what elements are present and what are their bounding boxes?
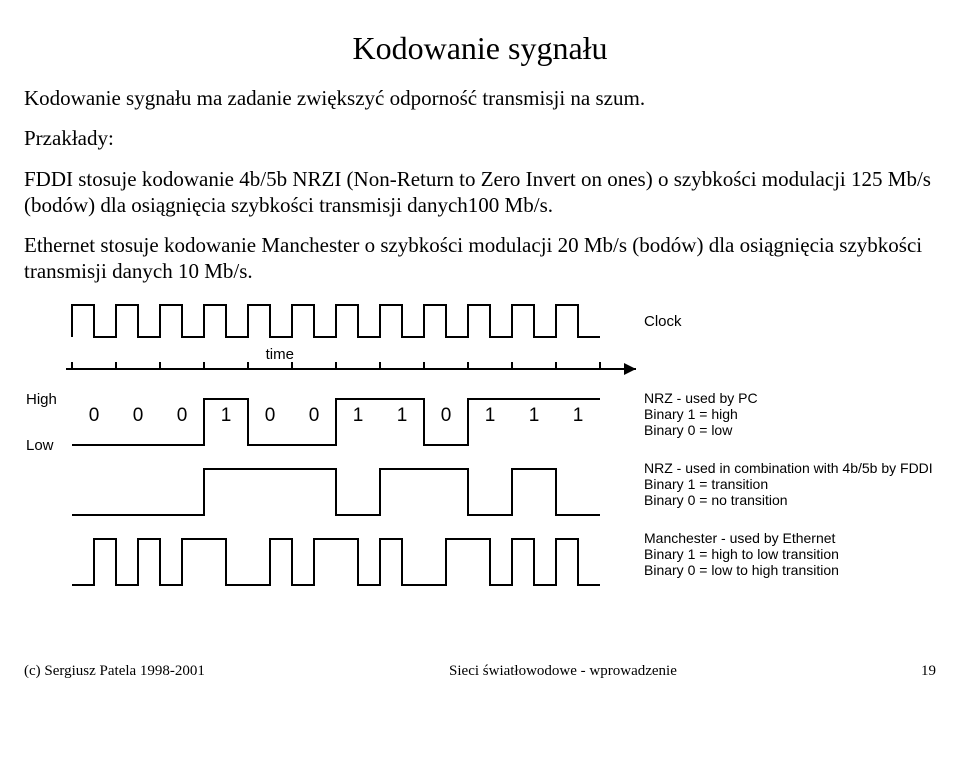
svg-text:time: time	[266, 346, 294, 363]
svg-text:Low: Low	[26, 437, 54, 454]
svg-text:Binary 0 = low: Binary 0 = low	[644, 422, 733, 438]
svg-text:1: 1	[353, 405, 364, 426]
footer-right: 19	[921, 663, 936, 680]
svg-text:0: 0	[441, 405, 452, 426]
page-title: Kodowanie sygnału	[24, 30, 936, 67]
svg-text:Binary 1 = high to low transit: Binary 1 = high to low transition	[644, 546, 839, 562]
svg-text:Binary 0 = low to high transit: Binary 0 = low to high transition	[644, 562, 839, 578]
svg-text:1: 1	[573, 405, 584, 426]
paragraph-2: Przakłady:	[24, 125, 936, 151]
svg-text:1: 1	[221, 405, 232, 426]
paragraph-3: FDDI stosuje kodowanie 4b/5b NRZI (Non-R…	[24, 166, 936, 219]
svg-text:1: 1	[529, 405, 540, 426]
paragraph-1: Kodowanie sygnału ma zadanie zwiększyć o…	[24, 85, 936, 111]
svg-text:Binary 0 = no transition: Binary 0 = no transition	[644, 492, 788, 508]
svg-text:0: 0	[133, 405, 144, 426]
signal-diagram: Clock time 0 0 0 1 0 0 1 1 0 1 1 1 High Low NRZ - used b…	[24, 299, 936, 629]
svg-text:0: 0	[177, 405, 188, 426]
paragraph-4: Ethernet stosuje kodowanie Manchester o …	[24, 232, 936, 285]
svg-text:Binary 1 = high: Binary 1 = high	[644, 406, 738, 422]
svg-text:Clock: Clock	[644, 313, 682, 330]
svg-text:0: 0	[89, 405, 100, 426]
svg-text:0: 0	[309, 405, 320, 426]
footer-left: (c) Sergiusz Patela 1998-2001	[24, 663, 205, 680]
svg-text:NRZ - used in combination with: NRZ - used in combination with 4b/5b by …	[644, 460, 933, 476]
svg-text:1: 1	[485, 405, 496, 426]
svg-text:0: 0	[265, 405, 276, 426]
svg-text:Manchester - used by Ethernet: Manchester - used by Ethernet	[644, 530, 836, 546]
page-footer: (c) Sergiusz Patela 1998-2001 Sieci świa…	[24, 663, 936, 680]
svg-text:High: High	[26, 391, 57, 408]
svg-text:Binary 1 = transition: Binary 1 = transition	[644, 476, 768, 492]
footer-center: Sieci światłowodowe - wprowadzenie	[449, 663, 677, 680]
svg-text:NRZ - used by PC: NRZ - used by PC	[644, 390, 758, 406]
svg-text:1: 1	[397, 405, 408, 426]
